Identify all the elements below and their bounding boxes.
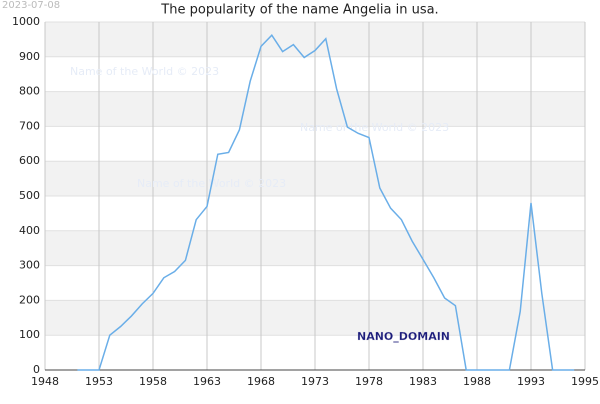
y-tick-label: 700	[19, 119, 40, 132]
y-tick-label: 0	[33, 363, 40, 376]
y-tick-label: 600	[19, 154, 40, 167]
date: 2023-07-08	[2, 0, 60, 11]
y-tick-label: 800	[19, 85, 40, 98]
x-tick-label: 1983	[409, 375, 437, 388]
x-tick-label: 1978	[355, 375, 383, 388]
series-line	[77, 34, 575, 371]
y-tick-label: 300	[19, 259, 40, 272]
y-tick-label: 500	[19, 189, 40, 202]
x-tick-label: 1973	[301, 375, 329, 388]
badge: NANO_DOMAIN	[357, 330, 450, 343]
x-tick-label: 1993	[517, 375, 545, 388]
y-tick-label: 1000	[12, 15, 40, 28]
watermark: Name of the World © 2023	[70, 65, 219, 78]
x-tick-label: 1968	[247, 375, 275, 388]
x-tick-label: 1963	[193, 375, 221, 388]
x-tick-label: 1953	[85, 375, 113, 388]
y-tick-label: 100	[19, 328, 40, 341]
watermark: Name of the World © 2023	[300, 121, 449, 134]
x-tick-label: 1988	[463, 375, 491, 388]
y-tick-label: 200	[19, 293, 40, 306]
y-tick-label: 400	[19, 224, 40, 237]
x-tick-label: 1958	[139, 375, 167, 388]
y-tick-label: 900	[19, 50, 40, 63]
x-tick-label: 1995	[571, 375, 599, 388]
chart-title: The popularity of the name Angelia in us…	[160, 3, 438, 18]
x-tick-label: 1948	[31, 375, 59, 388]
